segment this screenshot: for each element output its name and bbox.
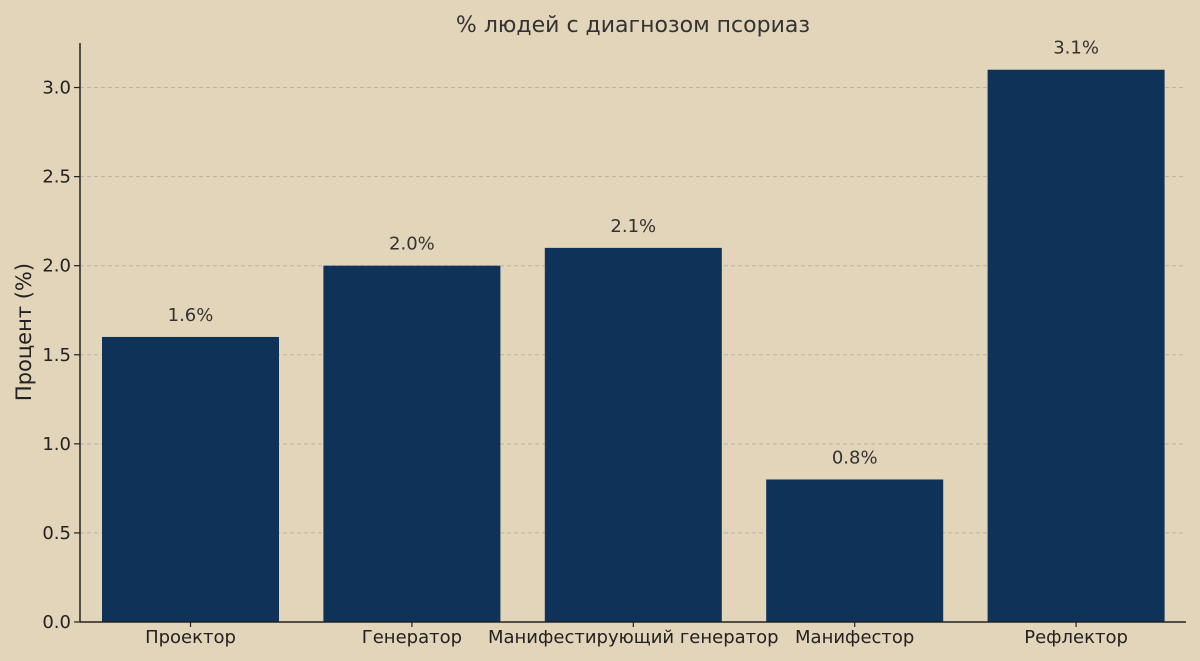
data-label: 0.8% — [832, 447, 878, 468]
x-tick-label: Генератор — [362, 627, 462, 648]
bar — [102, 336, 279, 622]
data-label: 2.0% — [389, 234, 435, 255]
y-tick-label: 3.0 — [42, 78, 71, 99]
data-labels: 1.6% 2.0% 2.1% 0.8% 3.1% — [168, 38, 1099, 469]
chart-title: % людей с диагнозом псориаз — [456, 13, 810, 38]
y-tick-label: 1.0 — [42, 434, 71, 455]
bar — [766, 479, 944, 622]
data-label: 3.1% — [1053, 38, 1099, 59]
x-tick-label: Проектор — [145, 627, 236, 648]
x-tick-label: Манифестор — [795, 627, 914, 648]
y-tick-label: 2.0 — [42, 256, 71, 277]
x-tick-label: Рефлектор — [1024, 627, 1128, 648]
y-tick-label: 2.5 — [42, 167, 71, 188]
y-tick-label: 0.0 — [42, 612, 71, 633]
y-axis-label: Процент (%) — [12, 263, 36, 401]
bar — [544, 247, 722, 622]
bars — [102, 69, 1165, 622]
y-tick-label: 0.5 — [42, 523, 71, 544]
data-label: 1.6% — [168, 305, 214, 326]
bar — [987, 69, 1165, 622]
x-tick-label: Манифестирующий генератор — [488, 627, 779, 648]
bar — [323, 265, 501, 622]
y-tick-label: 1.5 — [42, 345, 71, 366]
y-ticks: 0.0 0.5 1.0 1.5 2.0 2.5 3.0 — [42, 78, 80, 633]
data-label: 2.1% — [610, 216, 656, 237]
x-ticks: Проектор Генератор Манифестирующий генерат… — [145, 622, 1128, 648]
